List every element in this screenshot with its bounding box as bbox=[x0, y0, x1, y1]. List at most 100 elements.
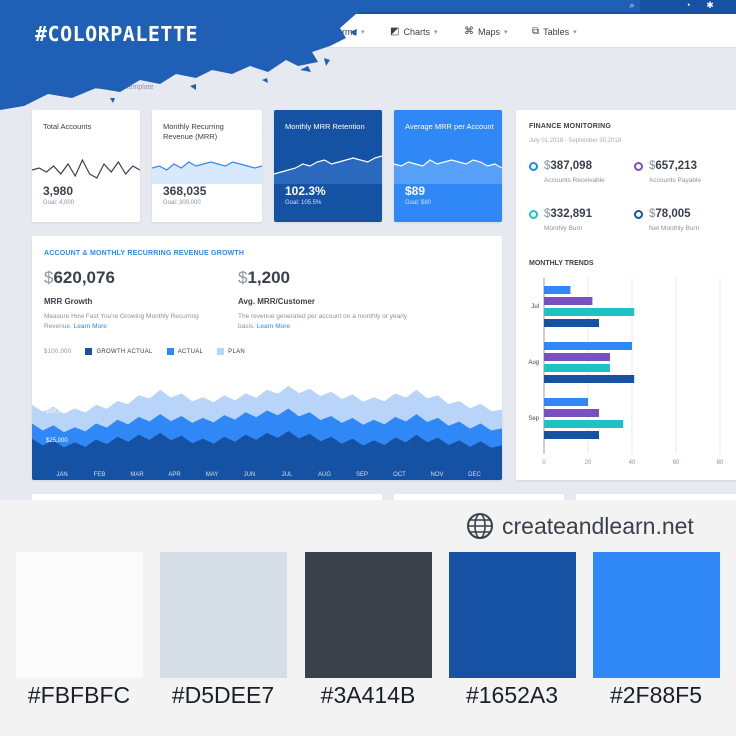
kpi-value: $89 bbox=[405, 184, 426, 198]
area-series-growth-actual bbox=[32, 431, 502, 480]
stat-value: 332,891 bbox=[550, 208, 592, 220]
revenue-growth-card: ACCOUNT & MONTHLY RECURRING REVENUE GROW… bbox=[32, 236, 502, 480]
chevron-down-icon: ▾ bbox=[504, 28, 508, 36]
legend-swatch bbox=[217, 348, 225, 355]
kpi-card-mrr-retention[interactable]: Monthly MRR Retention 102.3% Goal: 105.5… bbox=[274, 110, 382, 222]
sparkline bbox=[394, 159, 502, 184]
currency: $ bbox=[649, 160, 656, 172]
x-tick-label: 60 bbox=[673, 460, 680, 466]
kpi-value: 102.3% bbox=[285, 184, 326, 198]
nav-item-tables[interactable]: ⧉ Tables ▾ bbox=[532, 26, 577, 37]
x-tick-label: OCT bbox=[393, 472, 406, 478]
nav-label: Tables bbox=[543, 26, 570, 37]
y-tick-label: $50,000 bbox=[46, 409, 68, 415]
kpi-title: Average MRR per Account bbox=[405, 122, 494, 131]
maps-icon: ⌘ bbox=[464, 26, 474, 37]
nav-item-charts[interactable]: ◩ Charts ▾ bbox=[390, 26, 437, 37]
sparkline bbox=[32, 158, 140, 179]
chevron-down-icon: ▾ bbox=[433, 28, 438, 36]
hex-label: #1652A3 bbox=[465, 682, 559, 708]
desc-text: Measure How Fast You're Growing Monthly … bbox=[44, 313, 199, 330]
value: 1,200 bbox=[247, 268, 291, 287]
trend-bar bbox=[544, 342, 632, 350]
finance-monitoring-card: FINANCE MONITORING July 01,2018 - Septem… bbox=[516, 110, 736, 480]
kpi-value: 3,980 bbox=[43, 184, 74, 198]
category-label: Jul bbox=[531, 304, 539, 310]
legend-swatch bbox=[85, 348, 93, 355]
charts-icon: ◩ bbox=[390, 26, 400, 37]
kpi-goal: Goal: 105.5% bbox=[285, 200, 322, 206]
avg-mrr-label: Avg. MRR/Customer bbox=[238, 297, 316, 306]
x-tick-label: NOV bbox=[430, 472, 443, 478]
swatch-d5dee7 bbox=[160, 552, 287, 678]
x-tick-label: AUG bbox=[318, 472, 331, 478]
settings-icon[interactable]: ✱ bbox=[706, 0, 714, 10]
swatch-2f88f5 bbox=[593, 552, 720, 678]
stat-label: Net Monthly Burn bbox=[649, 225, 700, 232]
trend-bar bbox=[544, 319, 599, 327]
x-tick-label: 40 bbox=[629, 460, 636, 466]
hex-label: #3A414B bbox=[320, 682, 416, 708]
kpi-goal: Goal: 300,000 bbox=[163, 200, 201, 206]
avg-mrr-desc: The revenue generated per account on a m… bbox=[238, 312, 418, 332]
currency: $ bbox=[44, 268, 54, 287]
nav-label: Forms bbox=[331, 26, 357, 37]
desc-text: The revenue generated per account on a m… bbox=[238, 313, 408, 330]
stat-value: 387,098 bbox=[550, 160, 592, 172]
value: 620,076 bbox=[53, 268, 115, 287]
kpi-card-mrr[interactable]: Monthly Recurring Revenue (MRR) 368,035 … bbox=[152, 110, 262, 222]
currency: $ bbox=[238, 268, 248, 287]
nav-item-maps[interactable]: ⌘ Maps ▾ bbox=[464, 26, 508, 37]
category-label: Aug bbox=[528, 360, 539, 366]
mrr-growth-desc: Measure How Fast You're Growing Monthly … bbox=[44, 312, 204, 332]
nav-label: Maps bbox=[478, 26, 501, 37]
trend-bar bbox=[544, 353, 610, 361]
hex-label: #FBFBFC bbox=[27, 682, 131, 708]
learn-more-link[interactable]: Learn More bbox=[256, 323, 291, 330]
sparkline bbox=[152, 161, 262, 184]
kpi-card-avg-mrr[interactable]: Average MRR per Account $89 Goal: $80 bbox=[394, 110, 502, 222]
trend-bar bbox=[544, 420, 624, 428]
globe-icon bbox=[467, 513, 493, 539]
x-tick-label: MAR bbox=[130, 472, 144, 478]
currency: $ bbox=[649, 208, 656, 220]
stat-label: Monthly Burn bbox=[544, 225, 583, 232]
chevron-down-icon: ▾ bbox=[573, 28, 577, 36]
stat-value: 657,213 bbox=[655, 160, 697, 172]
sparkline bbox=[274, 155, 382, 184]
kpi-goal: Goal: $80 bbox=[405, 200, 432, 206]
currency: $ bbox=[544, 160, 551, 172]
legend-label: ACTUAL bbox=[177, 348, 204, 355]
x-tick-label: 20 bbox=[585, 460, 592, 466]
legend-axis-label: $100,000 bbox=[44, 348, 72, 355]
y-tick-label: $25,000 bbox=[46, 438, 68, 444]
site-credit[interactable]: createandlearn.net bbox=[466, 512, 694, 540]
messages-icon[interactable]: ◔ bbox=[685, 0, 691, 10]
kpi-title: Monthly MRR Retention bbox=[285, 122, 365, 131]
trend-bar bbox=[544, 431, 599, 439]
swatch-1652a3 bbox=[449, 552, 576, 678]
x-tick-label: JUN bbox=[244, 472, 256, 478]
sparkline-line bbox=[274, 155, 382, 175]
monthly-trends-title: MONTHLY TRENDS bbox=[529, 260, 594, 267]
legend-label: PLAN bbox=[228, 348, 246, 355]
trend-bar bbox=[544, 375, 635, 383]
palette-hashtag: #COLORPALETTE bbox=[35, 22, 199, 46]
x-tick-label: MAY bbox=[206, 472, 219, 478]
trend-bar bbox=[544, 409, 599, 417]
status-dot-icon bbox=[634, 210, 643, 219]
lower-card bbox=[576, 494, 736, 500]
x-tick-label: DEC bbox=[468, 472, 481, 478]
trend-bar bbox=[544, 364, 610, 372]
status-dot-icon bbox=[529, 162, 538, 171]
kpi-card-total-accounts[interactable]: Total Accounts 3,980 Goal: 4,000 bbox=[32, 110, 140, 222]
lower-card bbox=[32, 494, 382, 500]
search-icon[interactable]: ⌕ bbox=[629, 0, 635, 10]
learn-more-link[interactable]: Learn More bbox=[73, 323, 107, 330]
finance-title: FINANCE MONITORING bbox=[529, 123, 612, 130]
legend-label: GROWTH ACTUAL bbox=[96, 348, 153, 355]
legend-swatch bbox=[166, 348, 174, 355]
trend-bar bbox=[544, 308, 635, 316]
stat-value: 78,005 bbox=[655, 208, 691, 220]
avg-mrr-value: $1,200 bbox=[238, 268, 290, 288]
